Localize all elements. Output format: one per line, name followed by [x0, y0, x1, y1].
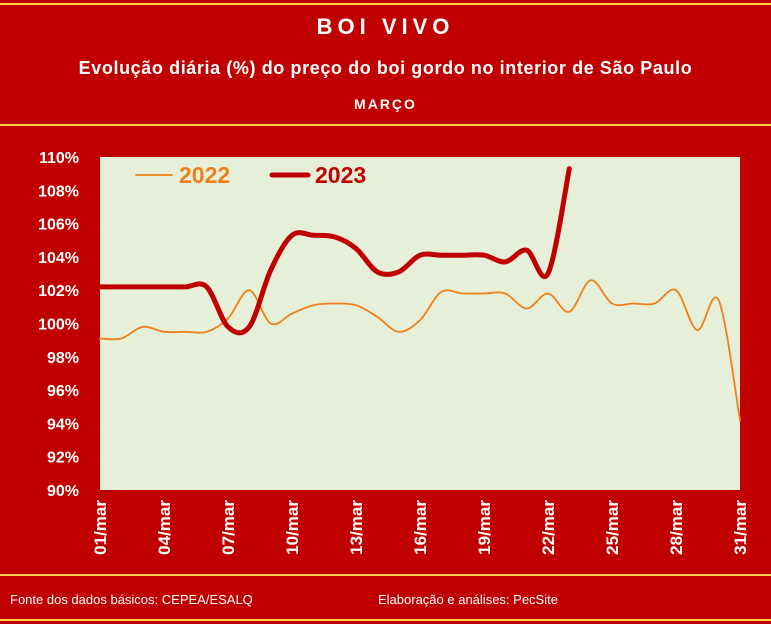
- chart-area: 90% 92% 94% 96% 98% 100% 102% 104% 106% 108% 110% …: [0, 130, 771, 572]
- x-tick-label: 22/mar: [539, 500, 558, 555]
- y-tick-label: 106%: [38, 217, 79, 234]
- y-tick-label: 104%: [38, 250, 79, 267]
- y-tick-label: 90%: [47, 483, 79, 500]
- series-line-2023: [97, 166, 572, 336]
- x-tick-label: 07/mar: [219, 500, 238, 555]
- y-tick-label: 110%: [39, 150, 79, 167]
- legend: 2022 2023: [135, 162, 366, 188]
- series-line-2022: [99, 279, 741, 421]
- source-note: Fonte dos dados básicos: CEPEA/ESALQ: [10, 592, 253, 607]
- x-tick-label: 28/mar: [667, 500, 686, 555]
- x-tick-label: 31/mar: [731, 500, 750, 555]
- y-tick-label: 102%: [38, 283, 79, 300]
- bottom-stripe: [0, 619, 771, 621]
- y-axis-ticks: 90% 92% 94% 96% 98% 100% 102% 104% 106% 108% 110%: [38, 150, 79, 500]
- x-tick-label: 19/mar: [475, 500, 494, 555]
- x-tick-label: 16/mar: [411, 500, 430, 555]
- credit-note: Elaboração e análises: PecSite: [378, 592, 558, 607]
- x-tick-label: 13/mar: [347, 500, 366, 555]
- page-subtitle: Evolução diária (%) do preço do boi gord…: [78, 58, 693, 78]
- header: BOI VIVO Evolução diária (%) do preço do…: [0, 6, 771, 122]
- x-tick-label: 10/mar: [283, 500, 302, 555]
- x-tick-label: 25/mar: [603, 500, 622, 555]
- y-tick-label: 92%: [47, 450, 79, 467]
- y-tick-label: 98%: [47, 350, 79, 367]
- page-title: BOI VIVO: [316, 14, 455, 39]
- x-tick-label: 01/mar: [91, 500, 110, 555]
- month-label: MARÇO: [354, 96, 417, 112]
- y-tick-label: 100%: [38, 317, 79, 334]
- x-tick-label: 04/mar: [155, 500, 174, 555]
- plot-area: [100, 157, 740, 490]
- series-lines: [97, 166, 741, 421]
- footer-divider: [0, 574, 771, 576]
- x-axis-ticks: 01/mar 04/mar 07/mar 10/mar 13/mar 16/mar 19/m…: [91, 500, 750, 555]
- y-tick-label: 94%: [47, 416, 79, 433]
- header-divider: [0, 124, 771, 126]
- top-stripe: [0, 3, 771, 5]
- y-tick-label: 108%: [38, 183, 79, 200]
- legend-label-2022: 2022: [179, 162, 230, 188]
- line-chart: 90%92%94%96%98%100%102%104%106%108%110% …: [0, 130, 771, 572]
- legend-label-2023: 2023: [315, 162, 366, 188]
- y-tick-label: 96%: [47, 383, 79, 400]
- footer: Fonte dos dados básicos: CEPEA/ESALQ Ela…: [0, 578, 771, 618]
